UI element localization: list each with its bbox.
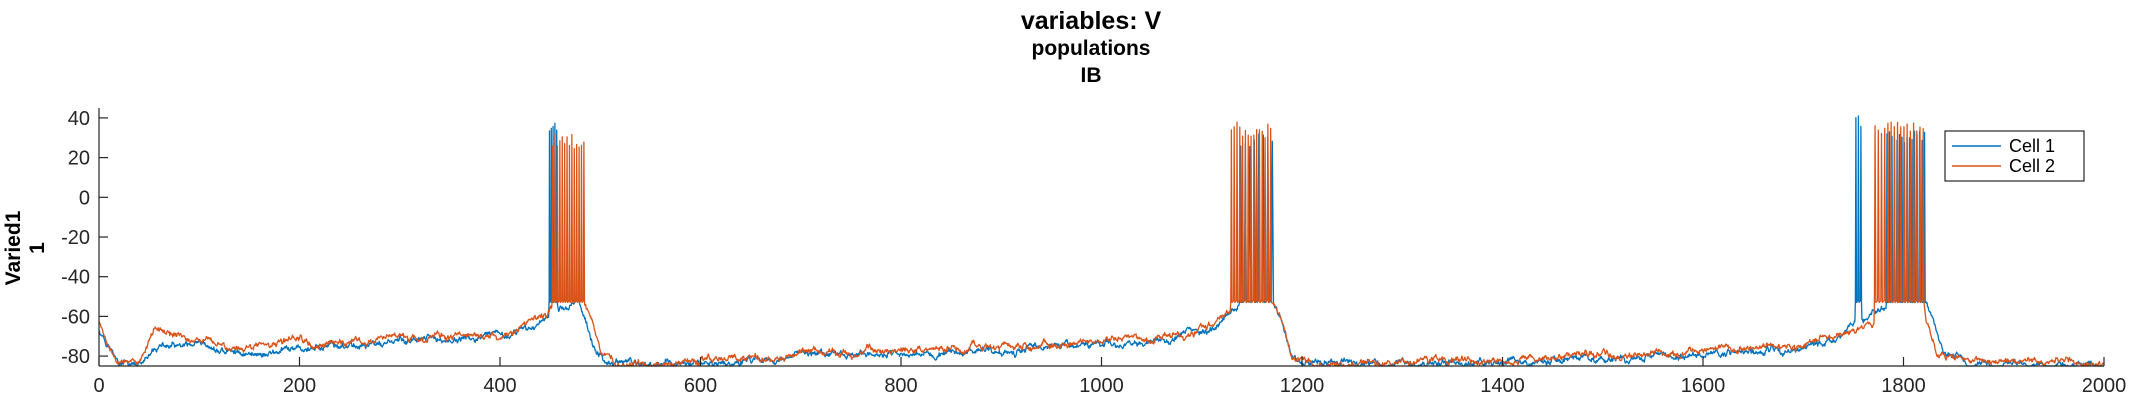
y-tick-label: -80 [61,346,90,368]
x-tick-label: 600 [684,375,717,397]
y-axis-label-line-2: 1 [26,242,49,254]
x-tick-label: 1000 [1079,375,1124,397]
y-tick-label: 0 [79,187,90,209]
chart-subtitle-line-1: populations [1032,37,1151,60]
series-line-1 [98,115,2105,367]
x-tick-label: 1800 [1881,375,1926,397]
y-axis-label-group: Varied1 1 [2,210,49,285]
y-tick-label: -60 [61,306,90,328]
y-tick-label: 20 [68,148,90,170]
legend-label-2: Cell 2 [2009,156,2055,176]
chart-title: variables: V [1021,7,1162,35]
x-tick-label: 800 [884,375,917,397]
x-tick-label: 1600 [1681,375,1726,397]
axes-layer: 0 200 400 600 800 1000 1200 1400 1600 1800 2000-80… [61,108,2126,397]
y-axis-label-line-1: Varied1 [2,210,25,285]
chart-subtitle-line-2: IB [1081,64,1102,87]
legend-box [1944,130,2085,182]
x-tick-label: 400 [483,375,516,397]
series-layer [98,115,2105,367]
series-line-2 [98,121,2105,367]
legend-label-1: Cell 1 [2009,136,2055,156]
y-tick-label: -20 [61,227,90,249]
x-tick-label: 1400 [1480,375,1525,397]
y-tick-label: 40 [68,108,90,130]
x-tick-label: 2000 [2082,375,2127,397]
x-tick-label: 200 [283,375,316,397]
x-tick-label: 1200 [1280,375,1325,397]
x-tick-label: 0 [93,375,104,397]
y-tick-label: -40 [61,267,90,289]
